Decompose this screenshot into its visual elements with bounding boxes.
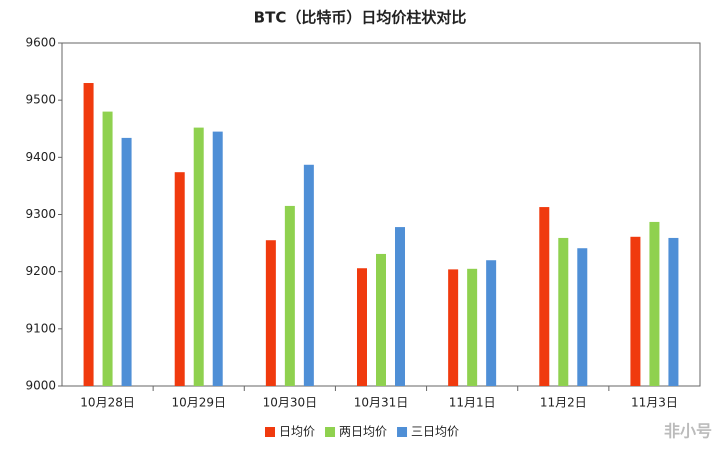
- legend-label: 日均价: [279, 425, 315, 439]
- bar: [121, 137, 132, 386]
- bar: [376, 253, 386, 386]
- bar: [668, 237, 679, 386]
- bar: [486, 260, 497, 386]
- bar: [102, 111, 113, 386]
- y-tick-label: 9400: [25, 150, 56, 164]
- y-tick-label: 9100: [25, 321, 56, 335]
- bar: [284, 205, 295, 386]
- legend-label: 三日均价: [411, 425, 459, 439]
- legend-label: 两日均价: [339, 425, 387, 439]
- bar: [212, 131, 223, 386]
- bar: [577, 248, 588, 386]
- bar: [448, 269, 459, 386]
- x-tick-label: 10月30日: [263, 396, 318, 410]
- bar: [357, 268, 367, 386]
- bar: [83, 83, 94, 387]
- legend-swatch: [397, 427, 408, 437]
- bar: [649, 221, 660, 386]
- bar: [630, 236, 641, 386]
- bar: [265, 240, 276, 386]
- x-tick-label: 10月29日: [171, 396, 226, 410]
- bar: [467, 268, 478, 386]
- bar: [303, 164, 314, 386]
- x-tick-label: 10月28日: [80, 396, 135, 410]
- x-tick-label: 11月3日: [631, 396, 678, 410]
- x-tick-label: 10月31日: [354, 396, 409, 410]
- bar: [193, 127, 204, 387]
- bar: [539, 207, 550, 386]
- x-tick-label: 11月1日: [449, 396, 496, 410]
- legend-swatch: [325, 427, 336, 437]
- y-tick-label: 9000: [25, 379, 56, 393]
- bar: [558, 237, 569, 386]
- bar: [174, 172, 185, 386]
- chart-title: BTC（比特币）日均价柱状对比: [254, 9, 467, 27]
- y-tick-label: 9600: [25, 36, 56, 50]
- y-tick-label: 9500: [25, 93, 56, 107]
- legend-swatch: [265, 427, 275, 437]
- y-tick-label: 9300: [25, 207, 56, 221]
- y-tick-label: 9200: [25, 264, 56, 278]
- bar: [395, 227, 405, 386]
- watermark: 非小号: [664, 422, 712, 441]
- x-tick-label: 11月2日: [540, 396, 587, 410]
